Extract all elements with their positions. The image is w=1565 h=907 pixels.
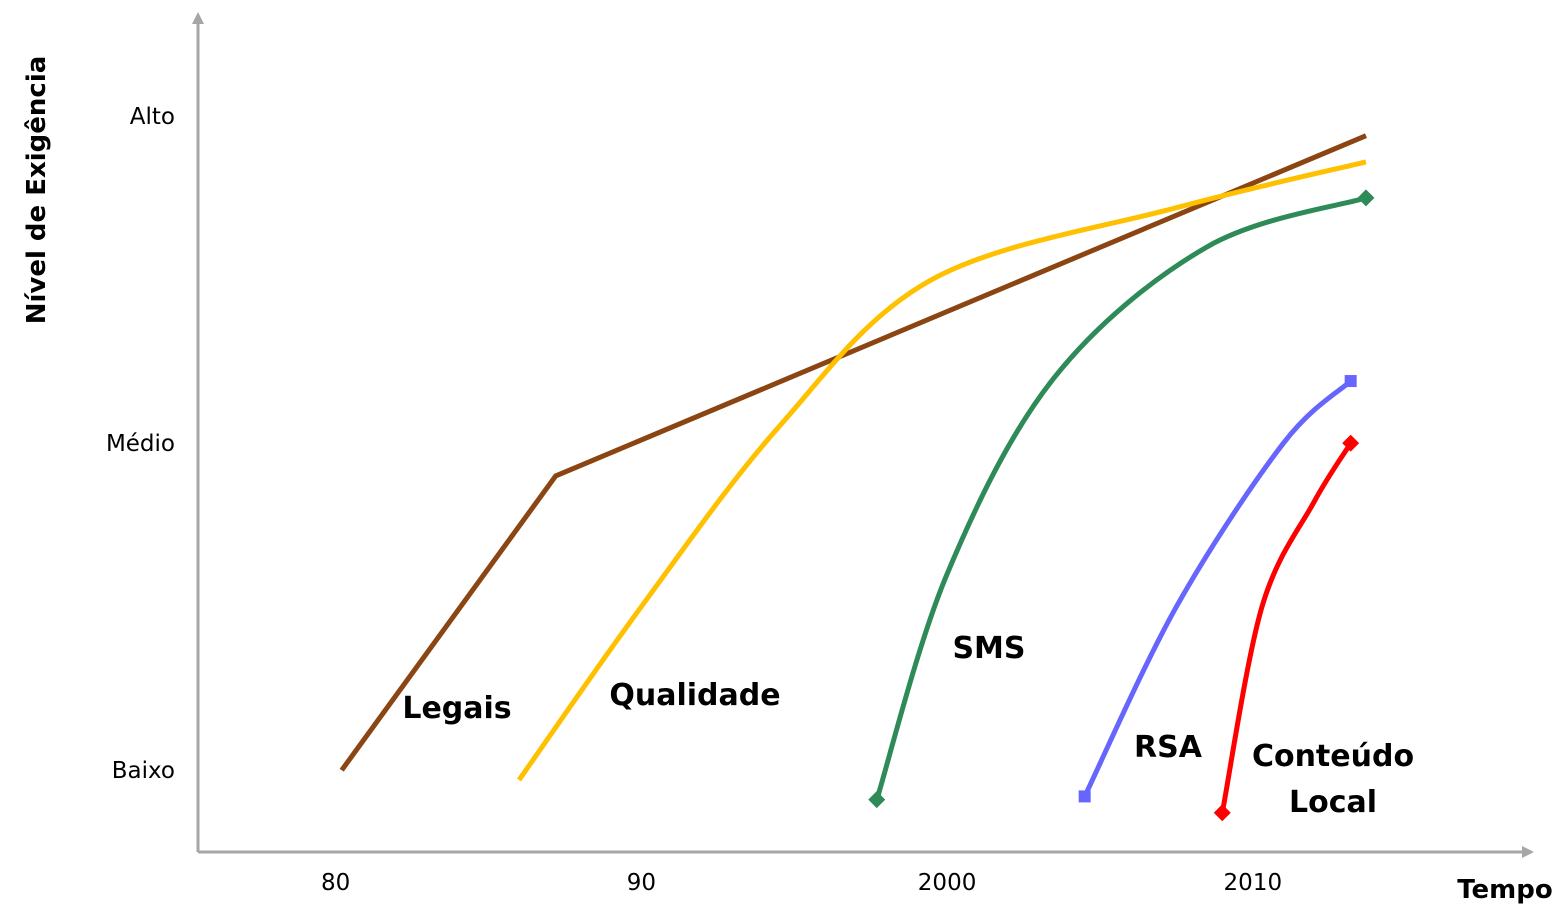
series-marker-conteudo-local-start — [1213, 804, 1231, 822]
series-marker-rsa-start — [1078, 790, 1091, 803]
series-label-conteudo-local: Conteúdo Local — [1252, 739, 1414, 820]
x-tick-labels: 80 90 2000 2010 — [321, 870, 1282, 896]
series-line-legais — [339, 133, 1367, 772]
x-tick-label-2010: 2010 — [1224, 870, 1283, 896]
x-tick-label-90: 90 — [627, 870, 656, 896]
y-tick-labels: Baixo Médio Alto — [106, 104, 175, 784]
series-marker-sms-end — [1357, 189, 1375, 207]
series-marker-rsa-end — [1344, 375, 1357, 388]
x-tick-label-2000: 2000 — [918, 870, 977, 896]
series-label-legais: Legais — [402, 691, 511, 726]
series-lines — [339, 133, 1375, 822]
series-line-sms — [874, 195, 1367, 801]
series-line-conteudo-local — [1219, 441, 1353, 814]
x-axis-title: Tempo — [1457, 875, 1552, 905]
y-axis-title: Nível de Exigência — [22, 56, 52, 325]
series-line-qualidade — [516, 159, 1367, 782]
y-tick-label-medio: Médio — [106, 431, 175, 457]
series-label-rsa: RSA — [1134, 730, 1203, 765]
series-marker-sms-start — [868, 791, 886, 809]
series-line-rsa — [1082, 379, 1353, 798]
y-tick-label-alto: Alto — [130, 104, 175, 130]
y-tick-label-baixo: Baixo — [112, 758, 175, 784]
series-labels: Legais Qualidade SMS RSA Conteúdo Local — [402, 631, 1414, 820]
x-tick-label-80: 80 — [321, 870, 350, 896]
series-label-sms: SMS — [952, 631, 1025, 666]
series-label-qualidade: Qualidade — [609, 678, 780, 713]
